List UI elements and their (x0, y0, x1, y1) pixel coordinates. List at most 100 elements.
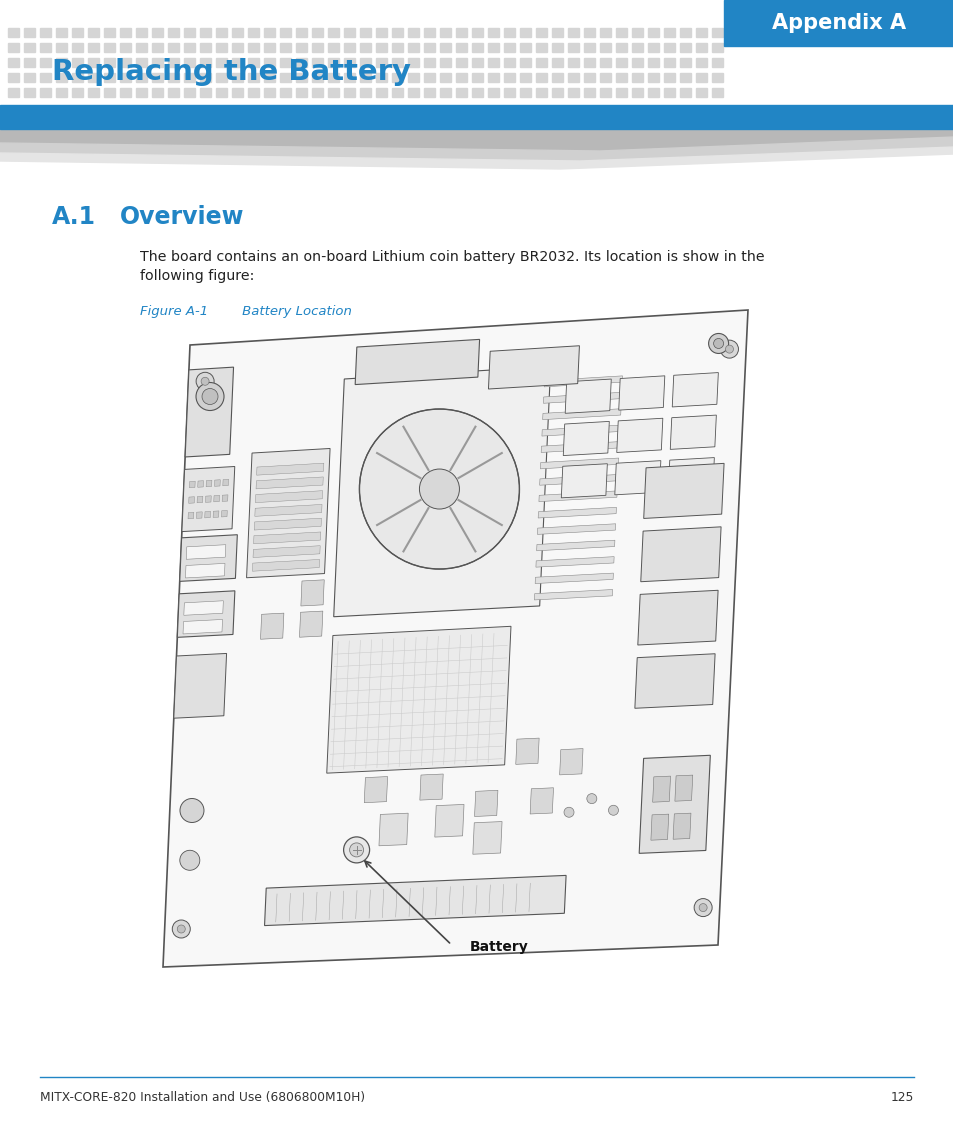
Polygon shape (253, 546, 320, 558)
Bar (312, 27, 323, 37)
Bar (56, 58, 67, 68)
Polygon shape (541, 425, 619, 436)
Bar (439, 88, 451, 97)
Bar (552, 73, 562, 82)
Bar (439, 27, 451, 37)
Bar (472, 27, 482, 37)
Bar (264, 73, 274, 82)
Bar (631, 88, 642, 97)
Bar (168, 44, 179, 52)
Bar (56, 88, 67, 97)
Circle shape (172, 919, 190, 938)
Bar (408, 44, 418, 52)
Circle shape (699, 903, 706, 911)
Bar (439, 44, 451, 52)
Bar (295, 44, 307, 52)
Bar (711, 58, 722, 68)
Bar (184, 58, 194, 68)
Bar (567, 88, 578, 97)
Bar (408, 27, 418, 37)
Text: MITX-CORE-820 Installation and Use (6806800M10H): MITX-CORE-820 Installation and Use (6806… (40, 1091, 365, 1104)
Bar (344, 73, 355, 82)
Bar (631, 44, 642, 52)
Polygon shape (537, 540, 615, 551)
Bar (8, 73, 19, 82)
Circle shape (179, 851, 199, 870)
Polygon shape (516, 739, 538, 765)
Bar (536, 27, 546, 37)
Polygon shape (540, 442, 618, 452)
Bar (472, 58, 482, 68)
Polygon shape (668, 458, 714, 492)
Polygon shape (474, 790, 497, 816)
Bar (647, 44, 659, 52)
Polygon shape (534, 590, 612, 600)
Text: following figure:: following figure: (140, 269, 254, 283)
Bar (488, 73, 498, 82)
Bar (24, 73, 35, 82)
Bar (328, 58, 338, 68)
Text: A.1: A.1 (52, 205, 96, 229)
Polygon shape (196, 512, 202, 519)
Bar (184, 44, 194, 52)
Bar (136, 44, 147, 52)
Bar (647, 88, 659, 97)
Bar (536, 73, 546, 82)
Bar (536, 88, 546, 97)
Bar (120, 88, 131, 97)
Bar (184, 73, 194, 82)
Polygon shape (264, 876, 565, 925)
Polygon shape (186, 545, 226, 559)
Bar (215, 27, 227, 37)
Bar (200, 44, 211, 52)
Polygon shape (538, 491, 617, 502)
Polygon shape (182, 466, 234, 531)
Bar (215, 73, 227, 82)
Bar (599, 88, 610, 97)
Bar (567, 58, 578, 68)
Bar (71, 27, 83, 37)
Bar (24, 88, 35, 97)
Polygon shape (537, 507, 616, 518)
Bar (344, 27, 355, 37)
Bar (215, 58, 227, 68)
Bar (552, 44, 562, 52)
Bar (344, 58, 355, 68)
Bar (711, 44, 722, 52)
Bar (456, 58, 467, 68)
Bar (359, 58, 371, 68)
Polygon shape (185, 368, 233, 457)
Circle shape (713, 339, 722, 348)
Bar (552, 88, 562, 97)
Polygon shape (213, 511, 218, 518)
Bar (152, 73, 163, 82)
Circle shape (586, 793, 597, 804)
Bar (248, 88, 258, 97)
Text: The board contains an on-board Lithium coin battery BR2032. Its location is show: The board contains an on-board Lithium c… (140, 250, 763, 264)
Polygon shape (0, 147, 953, 169)
Bar (168, 27, 179, 37)
Bar (599, 44, 610, 52)
Bar (295, 27, 307, 37)
Bar (184, 27, 194, 37)
Polygon shape (473, 822, 501, 854)
Bar (423, 73, 435, 82)
Bar (0, 0, 953, 105)
Polygon shape (535, 574, 613, 584)
Bar (215, 88, 227, 97)
Bar (71, 44, 83, 52)
Bar (8, 88, 19, 97)
Bar (375, 58, 387, 68)
Bar (40, 88, 51, 97)
Bar (616, 44, 626, 52)
Bar (120, 44, 131, 52)
Polygon shape (560, 464, 607, 498)
Polygon shape (638, 591, 718, 645)
Polygon shape (327, 626, 511, 773)
Bar (408, 88, 418, 97)
Polygon shape (378, 813, 408, 846)
Polygon shape (542, 409, 620, 420)
Bar (328, 73, 338, 82)
Bar (392, 27, 402, 37)
Polygon shape (255, 477, 323, 489)
